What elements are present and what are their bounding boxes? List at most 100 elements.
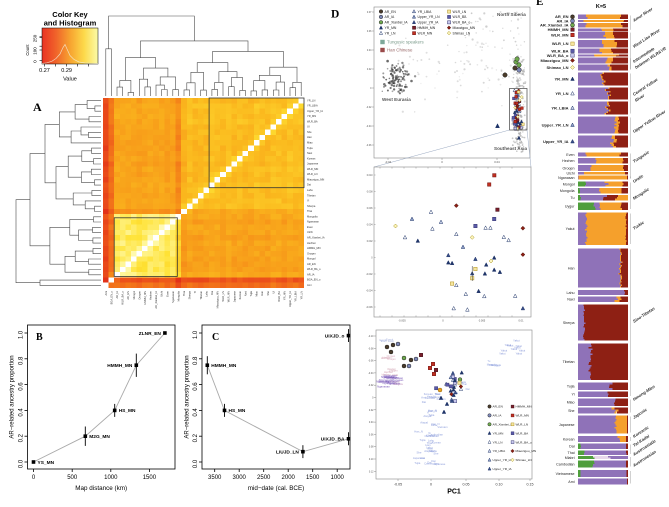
svg-text:Thai: Thai	[427, 441, 433, 445]
svg-text:Uralic: Uralic	[632, 173, 645, 184]
svg-text:Ulchi: Ulchi	[307, 230, 313, 234]
svg-text:AR_EN: AR_EN	[126, 291, 130, 300]
svg-text:Daur: Daur	[394, 382, 400, 386]
svg-text:AR−related ancestry proportion: AR−related ancestry proportion	[185, 355, 191, 438]
svg-text:-0.04: -0.04	[368, 372, 374, 375]
svg-text:Tu: Tu	[487, 359, 490, 363]
svg-text:Atayal: Atayal	[424, 449, 432, 453]
svg-text:Hezhen: Hezhen	[149, 290, 153, 299]
svg-text:Mongola: Mongola	[491, 363, 502, 367]
svg-text:Tujia: Tujia	[428, 413, 434, 417]
svg-text:AR_Xianbei_IA: AR_Xianbei_IA	[307, 236, 325, 240]
svg-text:Yi: Yi	[427, 410, 430, 414]
svg-text:Upper_YR_IA: Upper_YR_IA	[307, 109, 323, 113]
svg-text:Naxi: Naxi	[567, 298, 574, 302]
svg-text:1000: 1000	[104, 475, 118, 481]
svg-text:Dai: Dai	[427, 461, 432, 465]
svg-text:Korean: Korean	[424, 392, 433, 396]
svg-text:Nganasan: Nganasan	[376, 380, 389, 384]
svg-text:Han: Han	[307, 135, 312, 139]
svg-text:Nganasan: Nganasan	[171, 290, 175, 302]
svg-text:Yakut: Yakut	[513, 339, 520, 343]
svg-text:AR_Xianbei_IA: AR_Xianbei_IA	[385, 21, 409, 25]
svg-text:ZLNR_EN: ZLNR_EN	[139, 331, 162, 337]
svg-text:Japanese: Japanese	[559, 423, 575, 427]
svg-text:YR_LN: YR_LN	[307, 98, 315, 102]
svg-text:A: A	[33, 100, 42, 114]
svg-text:Nganasan: Nganasan	[379, 378, 392, 382]
svg-text:0.04: 0.04	[367, 49, 372, 52]
svg-text:Vietnam: Vietnam	[425, 396, 436, 400]
svg-text:Nganasan: Nganasan	[307, 220, 319, 224]
svg-text:Vietnam: Vietnam	[437, 425, 448, 429]
svg-text:Han_N: Han_N	[427, 395, 436, 399]
svg-text:Oroqen: Oroqen	[563, 166, 575, 170]
svg-text:Japanese: Japanese	[307, 162, 319, 166]
svg-text:WLR_BA: WLR_BA	[551, 48, 568, 53]
svg-text:1500: 1500	[143, 475, 157, 481]
svg-text:YR_LN: YR_LN	[299, 291, 303, 299]
svg-text:Yakut: Yakut	[505, 343, 512, 347]
svg-text:Oroqen: Oroqen	[387, 367, 396, 371]
svg-text:250: 250	[33, 34, 38, 42]
svg-text:Miao: Miao	[307, 141, 313, 145]
svg-text:Even: Even	[566, 153, 574, 157]
svg-text:0.0: 0.0	[19, 459, 25, 468]
svg-text:YS_MN: YS_MN	[38, 460, 55, 466]
svg-text:Hezhen: Hezhen	[307, 241, 316, 245]
svg-text:Mongolia: Mongolia	[177, 290, 181, 301]
svg-text:Ulchi: Ulchi	[160, 291, 164, 297]
svg-text:Shimao_LN: Shimao_LN	[546, 65, 568, 70]
svg-text:0.6: 0.6	[193, 382, 199, 391]
svg-text:Dai: Dai	[422, 400, 427, 404]
svg-text:Count: Count	[25, 44, 30, 56]
svg-text:Naxi: Naxi	[435, 392, 441, 396]
svg-text:Southeast Asia: Southeast Asia	[494, 146, 527, 151]
svg-text:Mongol: Mongol	[132, 291, 136, 300]
svg-text:Lahu: Lahu	[204, 290, 208, 296]
svg-text:Evenk: Evenk	[379, 338, 387, 342]
svg-text:Mongol: Mongol	[307, 257, 316, 261]
svg-text:AR_IA: AR_IA	[493, 414, 503, 418]
svg-text:Even: Even	[165, 290, 169, 296]
svg-text:0.12: 0.12	[369, 470, 374, 473]
svg-text:-0.05: -0.05	[394, 483, 402, 487]
svg-text:Mongola: Mongola	[390, 380, 401, 384]
svg-text:Naxi: Naxi	[244, 291, 248, 297]
svg-text:AR_EN: AR_EN	[307, 262, 316, 266]
svg-text:0.27: 0.27	[39, 68, 50, 74]
svg-text:Lahu: Lahu	[426, 445, 433, 449]
svg-text:-0.002: -0.002	[366, 274, 373, 276]
svg-text:Tibetan: Tibetan	[563, 360, 575, 364]
svg-text:Miaozigou_MN: Miaozigou_MN	[516, 449, 537, 453]
svg-text:1.0: 1.0	[19, 330, 25, 339]
svg-text:Atayal: Atayal	[423, 414, 431, 418]
svg-text:AR_EN: AR_EN	[493, 405, 503, 409]
svg-text:River: River	[634, 93, 646, 103]
svg-text:0.008: 0.008	[367, 192, 373, 194]
svg-text:D: D	[331, 9, 339, 21]
svg-text:She: She	[307, 130, 312, 134]
svg-text:0.06: 0.06	[367, 30, 372, 33]
svg-text:Lahu: Lahu	[307, 188, 313, 192]
svg-text:Tu: Tu	[570, 196, 574, 200]
svg-text:Hezhen: Hezhen	[383, 355, 392, 359]
svg-text:YR_LN: YR_LN	[493, 440, 503, 444]
svg-text:2500: 2500	[257, 475, 271, 481]
svg-text:Nganasan: Nganasan	[388, 382, 401, 386]
svg-text:Cambodian: Cambodian	[429, 433, 444, 437]
svg-text:AR−related ancestry proportion: AR−related ancestry proportion	[10, 355, 16, 438]
svg-text:M2G_MN: M2G_MN	[89, 434, 110, 440]
svg-text:Mongol: Mongol	[563, 182, 575, 186]
svg-text:Cambodian: Cambodian	[425, 434, 440, 438]
svg-text:Miao: Miao	[567, 401, 575, 405]
svg-text:0.2: 0.2	[193, 433, 199, 442]
svg-text:Ulchi: Ulchi	[392, 373, 398, 377]
svg-text:Naxi: Naxi	[307, 151, 313, 155]
svg-text:BGA_EN_o: BGA_EN_o	[110, 290, 114, 304]
svg-text:Yakut: Yakut	[507, 344, 514, 348]
svg-text:Sherpa: Sherpa	[307, 204, 316, 208]
svg-text:0.10: 0.10	[496, 483, 503, 487]
svg-text:Sherpa: Sherpa	[188, 290, 192, 299]
svg-text:Color Key: Color Key	[52, 10, 88, 19]
